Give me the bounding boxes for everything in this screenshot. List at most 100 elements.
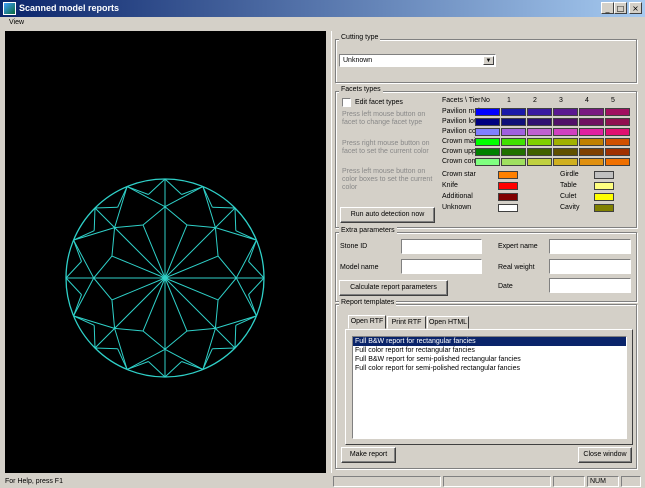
report-templates-group	[335, 304, 637, 469]
facet-color-swatch[interactable]	[527, 148, 552, 156]
special-facet-swatch[interactable]	[594, 171, 614, 179]
facet-color-swatch[interactable]	[605, 138, 630, 146]
model-name-input[interactable]	[401, 259, 482, 274]
facet-color-swatch[interactable]	[579, 138, 604, 146]
facet-color-swatch[interactable]	[553, 148, 578, 156]
girdle-facet-edge	[248, 239, 257, 262]
girdle-facet-edge	[65, 277, 82, 295]
facet-color-swatch[interactable]	[501, 118, 526, 126]
facet-color-swatch[interactable]	[527, 158, 552, 166]
tab-open-html[interactable]: Open HTML	[427, 316, 469, 329]
special-facet-swatch[interactable]	[498, 171, 518, 179]
cutting-type-select[interactable]: Unknown ▼	[339, 54, 496, 67]
facet-color-swatch[interactable]	[527, 128, 552, 136]
pavilion-star-edge	[164, 224, 188, 279]
girdle-facet-edge	[73, 239, 82, 262]
template-list[interactable]: Full B&W report for rectangular fancies F…	[352, 336, 627, 439]
facet-color-swatch[interactable]	[579, 158, 604, 166]
facet-row-label: Pavilion corner	[442, 128, 489, 135]
special-facet-swatch[interactable]	[498, 193, 518, 201]
special-facet-swatch[interactable]	[594, 193, 614, 201]
facet-color-swatch[interactable]	[605, 128, 630, 136]
title-bar[interactable]: Scanned model reports _ □ ×	[0, 0, 645, 17]
stone-id-input[interactable]	[401, 239, 482, 254]
stone-id-label: Stone ID	[340, 243, 368, 250]
facet-color-swatch[interactable]	[605, 148, 630, 156]
make-report-button[interactable]: Make report	[341, 447, 396, 463]
facet-color-swatch[interactable]	[501, 128, 526, 136]
facet-color-swatch[interactable]	[475, 108, 500, 116]
facet-color-swatch[interactable]	[501, 148, 526, 156]
facet-color-swatch[interactable]	[579, 148, 604, 156]
template-list-item[interactable]: Full B&W report for rectangular fancies	[353, 337, 626, 346]
pavilion-split-edge	[93, 277, 113, 301]
special-facet-swatch[interactable]	[594, 204, 614, 212]
girdle-facet-edge	[93, 325, 96, 349]
date-label: Date	[498, 283, 513, 290]
close-button[interactable]: ×	[629, 2, 642, 14]
maximize-button[interactable]: □	[614, 2, 627, 14]
special-facet-swatch[interactable]	[498, 182, 518, 190]
close-window-button[interactable]: Close window	[578, 447, 632, 463]
facet-color-swatch[interactable]	[553, 108, 578, 116]
splitter[interactable]	[327, 31, 331, 473]
facet-color-swatch[interactable]	[527, 118, 552, 126]
real-weight-label: Real weight	[498, 264, 535, 271]
facet-color-swatch[interactable]	[527, 108, 552, 116]
girdle-facet-edge	[65, 261, 82, 279]
auto-detect-button[interactable]: Run auto detection now	[340, 207, 435, 223]
calc-report-params-button[interactable]: Calculate report parameters	[339, 280, 448, 296]
facet-color-swatch[interactable]	[527, 138, 552, 146]
facet-color-swatch[interactable]	[501, 138, 526, 146]
girdle-facet-edge	[126, 186, 149, 195]
girdle-facet-edge	[235, 315, 257, 326]
tab-open-rtf[interactable]: Open RTF	[348, 315, 386, 329]
facet-color-swatch[interactable]	[553, 128, 578, 136]
facet-color-swatch[interactable]	[605, 158, 630, 166]
cutting-type-label: Cutting type	[339, 34, 381, 41]
facet-color-swatch[interactable]	[579, 108, 604, 116]
special-facet-swatch[interactable]	[498, 204, 518, 212]
pavilion-split-edge	[214, 227, 219, 257]
calc-report-params-label: Calculate report parameters	[350, 284, 437, 291]
date-input[interactable]	[549, 278, 631, 293]
expert-name-input[interactable]	[549, 239, 631, 254]
template-list-item[interactable]: Full color report for semi-polished rect…	[355, 365, 520, 372]
facet-color-swatch[interactable]	[553, 158, 578, 166]
facet-color-swatch[interactable]	[501, 158, 526, 166]
lower-girdle-edge	[235, 277, 257, 317]
facet-color-swatch[interactable]	[553, 138, 578, 146]
special-facet-label: Cavity	[560, 204, 580, 211]
pavilion-star-edge	[164, 277, 188, 332]
facet-color-swatch[interactable]	[579, 118, 604, 126]
template-list-item[interactable]: Full color report for rectangular fancie…	[355, 347, 475, 354]
facet-color-swatch[interactable]	[553, 118, 578, 126]
girdle-facet-edge	[181, 186, 204, 195]
template-list-item[interactable]: Full B&W report for semi-polished rectan…	[355, 356, 521, 363]
facet-color-swatch[interactable]	[475, 158, 500, 166]
edit-facet-types-checkbox[interactable]	[342, 98, 351, 107]
facet-color-swatch[interactable]	[605, 118, 630, 126]
lower-girdle-edge	[215, 315, 257, 329]
minimize-button[interactable]: _	[601, 2, 614, 14]
menu-view[interactable]: View	[9, 19, 25, 26]
facet-color-swatch[interactable]	[579, 128, 604, 136]
model-canvas[interactable]	[5, 31, 326, 473]
lower-girdle-edge	[73, 315, 115, 329]
girdle-facet-edge	[126, 361, 149, 370]
facet-color-swatch[interactable]	[475, 128, 500, 136]
facet-color-swatch[interactable]	[605, 108, 630, 116]
real-weight-input[interactable]	[549, 259, 631, 274]
girdle-facet-edge	[202, 186, 213, 208]
tab-page	[345, 329, 633, 445]
special-facet-swatch[interactable]	[594, 182, 614, 190]
diamond-wireframe[interactable]	[5, 31, 326, 473]
girdle-facet-edge	[117, 186, 128, 208]
control-panel: Cutting type Unknown ▼ Facets types Edit…	[331, 31, 639, 473]
facet-color-swatch[interactable]	[501, 108, 526, 116]
facet-color-swatch[interactable]	[475, 148, 500, 156]
chevron-down-icon[interactable]: ▼	[483, 56, 494, 65]
facet-color-swatch[interactable]	[475, 138, 500, 146]
facet-color-swatch[interactable]	[475, 118, 500, 126]
tab-print-rtf[interactable]: Print RTF	[387, 316, 426, 329]
